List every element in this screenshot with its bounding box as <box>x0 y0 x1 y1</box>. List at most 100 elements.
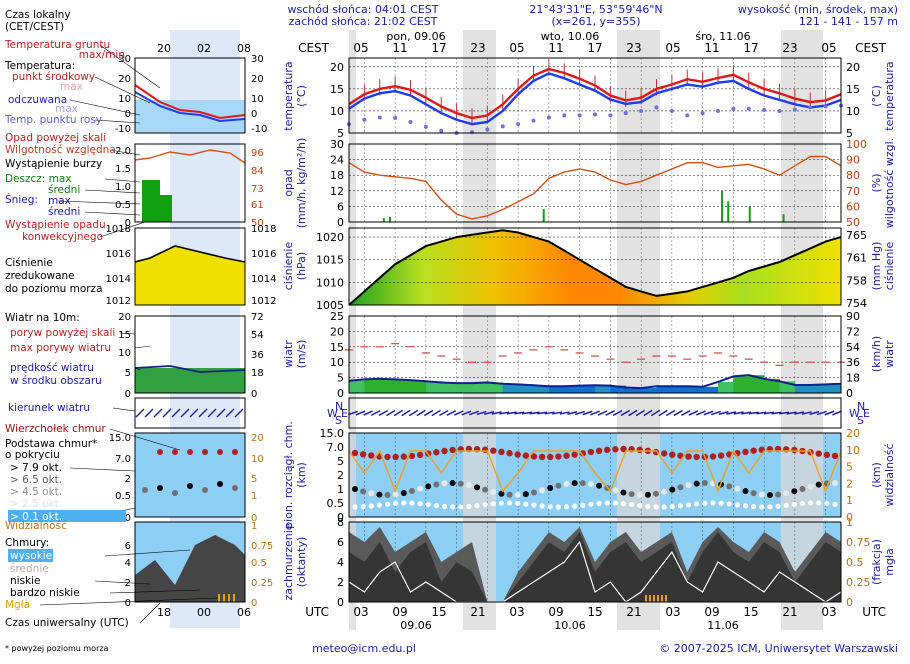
legend-time-utc: Czas uniwersalny (UTC) <box>5 617 129 629</box>
legend-pointer <box>57 200 141 205</box>
legend-cloud-top-point <box>202 449 208 455</box>
fog-tick: 0.75 <box>846 536 871 549</box>
cloud-low-point <box>702 500 708 506</box>
precip-bg <box>349 144 841 222</box>
temp-bg <box>349 58 841 133</box>
cloud-top-point <box>400 453 408 460</box>
cloud-top-point <box>506 450 513 457</box>
press-mmhg-tick: 761 <box>846 252 867 265</box>
cloud-top-point <box>547 453 554 461</box>
wind-arrow <box>680 410 691 416</box>
legend-tick: 1016 <box>106 249 131 260</box>
utc-tick: 15 <box>743 605 758 619</box>
dewpoint-point <box>700 111 705 116</box>
legend-tick: 0 <box>125 513 131 524</box>
hum-tick: 50 <box>846 216 860 229</box>
cloud-low-point <box>539 503 545 509</box>
cloud-low-point <box>482 502 488 508</box>
dewpoint-point <box>608 113 613 118</box>
dewpoint-point <box>746 106 751 111</box>
legend-tick: 20 <box>118 74 131 85</box>
wind-arrow <box>612 409 623 417</box>
legend-tick: 15 <box>118 330 131 341</box>
wind-speed-bar <box>456 383 473 393</box>
cloud-base-point <box>465 482 472 489</box>
cloud-base-point <box>726 483 733 490</box>
legend-tick: 5 <box>125 368 131 379</box>
legend-pressure3: do poziomu morza <box>5 283 103 295</box>
wind-arrow <box>567 411 578 415</box>
wind-arrow <box>499 411 510 415</box>
wind-speed-bar <box>533 385 550 393</box>
cest-tick: 17 <box>431 41 446 55</box>
wind-arrow <box>650 409 661 417</box>
cest-tick: 05 <box>353 41 368 55</box>
cloud-low-point <box>515 500 521 506</box>
dewpoint-point <box>639 108 644 113</box>
cloud-low-point <box>751 504 757 510</box>
legend-gust-max: max porywy wiatru <box>10 342 111 354</box>
cloud-low-point <box>588 501 594 507</box>
cloud-top-point <box>750 447 757 454</box>
legend-wind-line <box>134 365 246 373</box>
cloud-low-point <box>612 500 618 506</box>
cest-tick: 17 <box>587 41 602 55</box>
footer-email[interactable]: meteo@icm.edu.pl <box>312 642 416 655</box>
cloud-base-point <box>766 491 773 498</box>
wind-arrow <box>559 411 570 415</box>
cloud-low-point <box>401 500 407 506</box>
dewpoint-point <box>439 128 444 133</box>
fog-bar <box>649 595 651 602</box>
utc-tick: 09 <box>392 605 407 619</box>
cloud-top-point <box>815 450 822 457</box>
cloud-top-point <box>351 449 359 457</box>
legend-tick: 0 <box>125 389 131 400</box>
legend-tick-right: 72 <box>251 312 264 323</box>
pressure-line <box>348 229 842 306</box>
legend-tick: 1.0 <box>115 182 131 193</box>
cloud-low-point <box>669 503 675 510</box>
cloud-bg <box>349 433 841 517</box>
main-marks <box>345 58 845 603</box>
legend-rain-bar <box>142 180 160 222</box>
temp-tick-r: 5 <box>846 127 853 140</box>
legend-cloud-base-point <box>187 483 193 489</box>
cloud-base-point <box>547 484 554 491</box>
wind-arrow <box>673 409 683 417</box>
cest-tick: 23 <box>470 41 485 55</box>
cloud-base-point <box>661 488 668 495</box>
legend-feels-line <box>134 91 246 123</box>
wind-axis-unit-right: (km/h) <box>870 336 883 372</box>
cloud-low-point <box>393 500 399 506</box>
wind-tick: 5 <box>337 372 344 385</box>
cloud-base-point <box>775 491 782 498</box>
legend-c-high-box <box>8 549 53 562</box>
cloud-base-point <box>441 480 448 487</box>
cloud-low-point <box>629 501 635 508</box>
cloud-base-point <box>644 491 651 498</box>
cest-label-right: CEST <box>855 41 887 55</box>
legend-pointer <box>84 189 141 194</box>
legend-pointer <box>109 589 201 594</box>
dewpoint-point <box>516 122 521 127</box>
wind-axis-unit: (m/s) <box>295 340 308 369</box>
utc-label: UTC <box>305 605 329 619</box>
dewpoint-point <box>500 124 505 129</box>
cest-tick: 11 <box>704 41 719 55</box>
vis-tick: 10 <box>846 444 860 457</box>
legend-tick-right: 0.75 <box>251 541 273 552</box>
wind-speed-bar <box>733 376 750 393</box>
legend-local-tick: 08 <box>237 42 251 55</box>
cloud-base-point <box>498 490 505 497</box>
temp-axis-unit: (°C) <box>295 85 308 107</box>
legend-fog-bar <box>233 594 235 602</box>
legend-time-local: Czas lokalny <box>5 9 71 21</box>
compass-e-right: E <box>863 407 870 420</box>
dewpoint-point <box>716 108 720 113</box>
hum-tick: 70 <box>846 185 860 198</box>
legend-cloud-top: Wierzchołek chmur <box>5 423 106 435</box>
hum-tick: 100 <box>846 138 867 151</box>
wind-speed-bar <box>779 381 796 393</box>
cest-tick: 23 <box>626 41 641 55</box>
